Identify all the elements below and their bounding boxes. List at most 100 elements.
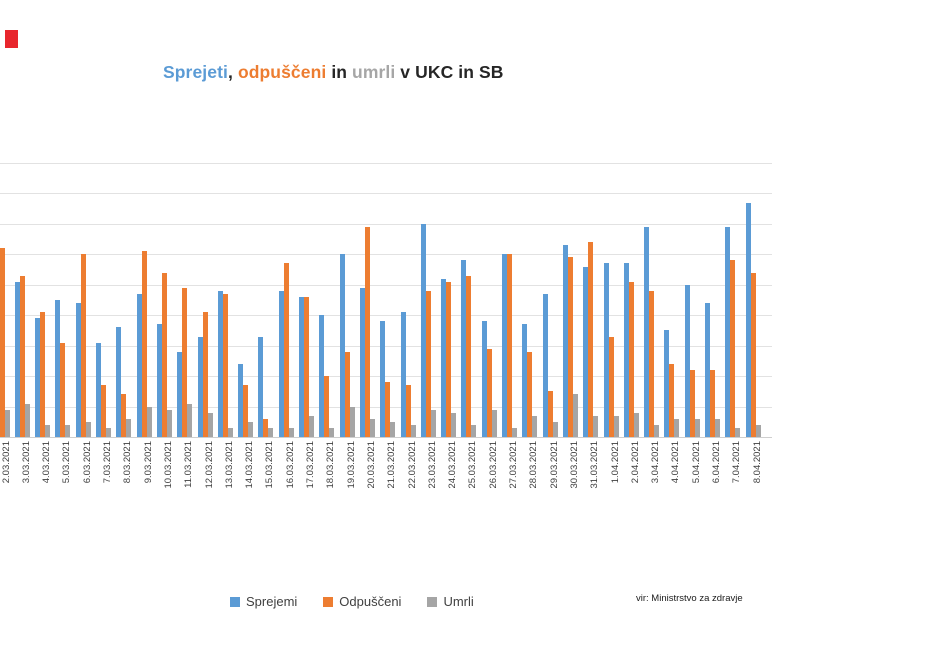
bar-odpuščeni: [507, 254, 512, 437]
x-label: 28.03.2021: [528, 441, 540, 489]
bar-umrli: [268, 427, 274, 437]
x-label: 21.03.2021: [386, 441, 398, 489]
bar-umrli: [45, 424, 51, 437]
title-part: umrli: [352, 62, 396, 82]
gridline: [0, 345, 772, 347]
plot-area: [0, 163, 772, 438]
title-part: in: [326, 62, 353, 82]
bar-umrli: [4, 409, 10, 437]
legend-item-sprejemi: Sprejemi: [230, 594, 297, 609]
bar-sprejemi: [177, 351, 183, 437]
x-label: 8.04.2021: [751, 441, 763, 484]
legend-label: Umrli: [443, 594, 474, 609]
bar-umrli: [694, 418, 700, 437]
bar-sprejemi: [238, 363, 244, 437]
legend-label: Odpuščeni: [339, 594, 402, 609]
bar-umrli: [735, 427, 741, 437]
red-marker: [5, 30, 18, 48]
bar-umrli: [166, 409, 172, 437]
x-label: 3.03.2021: [20, 441, 32, 484]
gridline: [0, 163, 772, 164]
bar-odpuščeni: [446, 281, 452, 437]
legend: Sprejemi Odpuščeni Umrli: [230, 594, 474, 609]
bar-odpuščeni: [263, 418, 269, 437]
bar-odpuščeni: [101, 385, 106, 437]
legend-swatch-icon: [427, 596, 438, 607]
bar-umrli: [126, 418, 132, 437]
bar-odpuščeni: [141, 251, 147, 437]
bar-umrli: [85, 421, 91, 437]
bar-umrli: [451, 412, 457, 437]
bar-sprejemi: [299, 296, 304, 437]
bar-odpuščeni: [730, 260, 736, 437]
bar-umrli: [106, 427, 111, 437]
x-axis-line: [0, 437, 772, 438]
bar-odpuščeni: [385, 382, 391, 437]
bar-umrli: [532, 415, 538, 437]
bar-umrli: [227, 427, 233, 437]
bar-odpuščeni: [202, 312, 208, 437]
title-part: odpuščeni: [237, 62, 327, 82]
bar-odpuščeni: [425, 290, 431, 437]
bar-umrli: [654, 424, 660, 437]
bar-odpuščeni: [689, 370, 695, 437]
bar-odpuščeni: [405, 385, 411, 437]
bar-sprejemi: [684, 284, 690, 437]
x-label: 3.04.2021: [650, 441, 662, 484]
chart-title: Sprejeti, odpuščeni in umrli v UKC in SB: [163, 62, 504, 83]
bar-umrli: [410, 424, 416, 437]
bar-umrli: [207, 412, 213, 437]
x-label: 7.04.2021: [731, 441, 743, 484]
x-label: 10.03.2021: [162, 441, 174, 489]
bar-odpuščeni: [304, 296, 309, 437]
x-label: 25.03.2021: [467, 441, 479, 489]
gridline: [0, 254, 772, 256]
bar-umrli: [349, 406, 355, 437]
bar-odpuščeni: [364, 226, 370, 437]
x-label: 23.03.2021: [426, 441, 438, 489]
bar-sprejemi: [481, 321, 487, 437]
x-label: 20.03.2021: [365, 441, 377, 489]
bar-odpuščeni: [243, 385, 249, 437]
x-label: 29.03.2021: [548, 441, 560, 489]
x-label: 14.03.2021: [244, 441, 256, 489]
bar-umrli: [390, 421, 396, 437]
bar-umrli: [755, 424, 761, 437]
x-label: 5.03.2021: [61, 441, 73, 484]
bar-sprejemi: [745, 202, 751, 437]
bar-umrli: [24, 403, 30, 437]
legend-swatch-icon: [230, 596, 240, 607]
legend-item-odpuščeni: Odpuščeni: [323, 594, 401, 609]
bar-umrli: [512, 427, 517, 437]
x-label: 26.03.2021: [487, 441, 499, 489]
bar-sprejemi: [319, 315, 325, 437]
x-label: 11.03.2021: [183, 441, 195, 488]
bar-umrli: [552, 421, 558, 437]
x-label: 27.03.2021: [508, 441, 519, 489]
bar-odpuščeni: [567, 257, 573, 437]
bar-umrli: [715, 418, 720, 437]
x-label: 16.03.2021: [284, 441, 296, 489]
bar-umrli: [329, 427, 335, 437]
bar-sprejemi: [583, 266, 589, 437]
bar-umrli: [674, 418, 680, 437]
gridline: [0, 284, 772, 286]
bar-sprejemi: [705, 303, 710, 437]
bar-odpuščeni: [466, 275, 472, 437]
bar-umrli: [248, 421, 254, 437]
x-label: 6.04.2021: [711, 441, 722, 484]
x-label: 15.03.2021: [264, 441, 276, 489]
bar-odpuščeni: [588, 242, 594, 437]
x-label: 2.04.2021: [629, 441, 641, 484]
bars-layer: [0, 163, 772, 437]
x-label: 2.03.2021: [0, 441, 12, 484]
bar-odpuščeni: [0, 248, 5, 437]
bar-sprejemi: [380, 321, 386, 437]
x-label: 5.04.2021: [690, 441, 702, 484]
x-label: 17.03.2021: [305, 441, 316, 489]
x-label: 4.03.2021: [41, 441, 53, 484]
bar-sprejemi: [359, 287, 365, 437]
gridline: [0, 223, 772, 225]
bar-umrli: [593, 415, 599, 437]
bar-umrli: [288, 427, 294, 437]
